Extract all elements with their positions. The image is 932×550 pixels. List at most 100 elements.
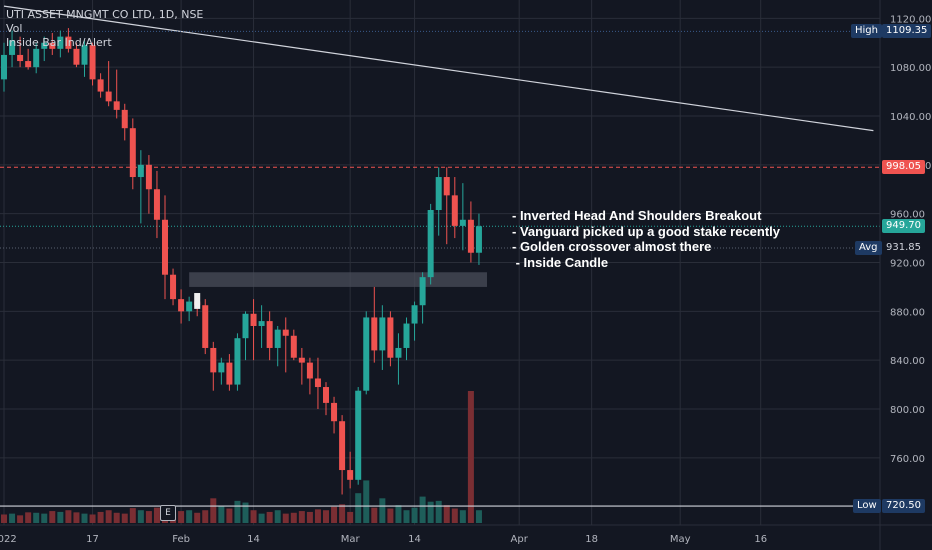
candle-body bbox=[459, 219, 466, 226]
candle-body bbox=[395, 347, 402, 358]
candle-body bbox=[234, 338, 241, 385]
volume-bar bbox=[9, 513, 16, 523]
volume-bar bbox=[25, 512, 32, 523]
volume-bar bbox=[371, 507, 378, 523]
candle-body bbox=[81, 45, 88, 65]
last-price-value: 949.70 bbox=[882, 219, 925, 234]
candle-body bbox=[387, 317, 394, 358]
candle-body bbox=[363, 317, 370, 391]
x-tick-label: May bbox=[670, 534, 691, 545]
volume-bar bbox=[331, 506, 338, 523]
candle-body bbox=[33, 48, 40, 68]
volume-bar bbox=[459, 510, 466, 523]
candle-body bbox=[121, 109, 128, 129]
candle-body bbox=[186, 301, 193, 312]
y-tick-label: 1120.00 bbox=[890, 14, 931, 25]
candle-body bbox=[73, 48, 80, 65]
volume-bar bbox=[17, 515, 24, 523]
candle-body bbox=[355, 390, 362, 480]
chart-legend: UTI ASSET MNGMT CO LTD, 1D, NSE Vol Insi… bbox=[6, 8, 203, 50]
y-tick-label: 960.00 bbox=[890, 210, 925, 221]
volume-bar bbox=[97, 511, 104, 523]
y-tick-label: 920.00 bbox=[890, 259, 925, 270]
volume-bar bbox=[1, 514, 7, 523]
volume-bar bbox=[57, 511, 64, 523]
candle-body bbox=[339, 421, 346, 471]
volume-bar bbox=[178, 511, 185, 523]
volume-bar bbox=[475, 510, 482, 523]
volume-bar bbox=[274, 510, 281, 523]
candle-body bbox=[1, 54, 7, 80]
candle-body bbox=[306, 362, 313, 379]
x-tick-label: Apr bbox=[511, 534, 529, 545]
y-tick-label: 1080.00 bbox=[890, 63, 931, 74]
candle-body bbox=[435, 177, 442, 210]
candle-body bbox=[137, 164, 144, 178]
volume-bar bbox=[395, 505, 402, 523]
volume-bar bbox=[41, 513, 48, 523]
volume-bar bbox=[435, 500, 442, 523]
x-tick-label: 2022 bbox=[0, 534, 17, 545]
candle-body bbox=[210, 347, 217, 373]
volume-bar bbox=[306, 511, 313, 523]
events-button[interactable]: E bbox=[160, 505, 176, 521]
volume-bar bbox=[194, 512, 201, 523]
volume-bar bbox=[258, 513, 265, 523]
volume-bar bbox=[339, 504, 346, 523]
volume-bar bbox=[242, 502, 249, 523]
candle-body bbox=[427, 210, 434, 278]
candle-body bbox=[202, 305, 209, 348]
candle-body bbox=[57, 36, 64, 49]
candle-body bbox=[89, 45, 96, 80]
candle-body bbox=[170, 274, 177, 300]
candle-body bbox=[403, 323, 410, 348]
candle-body bbox=[371, 317, 378, 351]
high-value: 1109.35 bbox=[882, 24, 932, 39]
note-line-4: - Inside Candle bbox=[512, 254, 609, 270]
candle-body bbox=[451, 195, 458, 226]
analysis-notes: - Inverted Head And Shoulders Breakout -… bbox=[512, 208, 780, 270]
x-tick-label: 16 bbox=[754, 534, 767, 545]
resistance-value: 998.05 bbox=[882, 160, 925, 175]
volume-bar bbox=[153, 507, 160, 523]
volume-bar bbox=[234, 500, 241, 523]
volume-bar bbox=[186, 510, 193, 523]
candle-body bbox=[226, 362, 233, 385]
candle-body bbox=[9, 40, 16, 55]
candle-body bbox=[379, 317, 386, 351]
symbol-title[interactable]: UTI ASSET MNGMT CO LTD, 1D, NSE bbox=[6, 8, 204, 21]
y-tick-label: 800.00 bbox=[890, 405, 925, 416]
candle-body bbox=[282, 329, 289, 336]
high-label: High bbox=[851, 24, 882, 39]
candle-body bbox=[331, 402, 338, 422]
volume-bar bbox=[403, 510, 410, 523]
volume-bar bbox=[65, 510, 72, 523]
avg-label: Avg bbox=[855, 241, 882, 256]
volume-bar bbox=[467, 391, 474, 523]
inside-bar-marker bbox=[194, 293, 201, 309]
volume-bar bbox=[89, 514, 96, 523]
candle-body bbox=[347, 470, 354, 480]
candle-body bbox=[290, 335, 297, 358]
candle-body bbox=[467, 219, 474, 253]
volume-bar bbox=[105, 510, 112, 523]
candle-body bbox=[129, 128, 136, 178]
volume-bar bbox=[379, 498, 386, 523]
x-tick-label: 14 bbox=[247, 534, 260, 545]
avg-value: 931.85 bbox=[886, 242, 921, 254]
y-tick-label: 840.00 bbox=[890, 356, 925, 367]
inside-bar-indicator-label[interactable]: Inside Bar Ind/Alert bbox=[6, 36, 112, 49]
volume-bar bbox=[81, 513, 88, 523]
chart-drawings bbox=[0, 5, 880, 507]
low-label: Low bbox=[853, 499, 881, 514]
candle-body bbox=[411, 305, 418, 324]
candle-body bbox=[218, 362, 225, 373]
volume-bar bbox=[145, 511, 152, 523]
volume-bar bbox=[355, 493, 362, 523]
volume-bar bbox=[387, 508, 394, 523]
candle-body bbox=[65, 36, 72, 49]
volume-indicator-label[interactable]: Vol bbox=[6, 22, 23, 35]
volume-bar bbox=[210, 498, 217, 523]
